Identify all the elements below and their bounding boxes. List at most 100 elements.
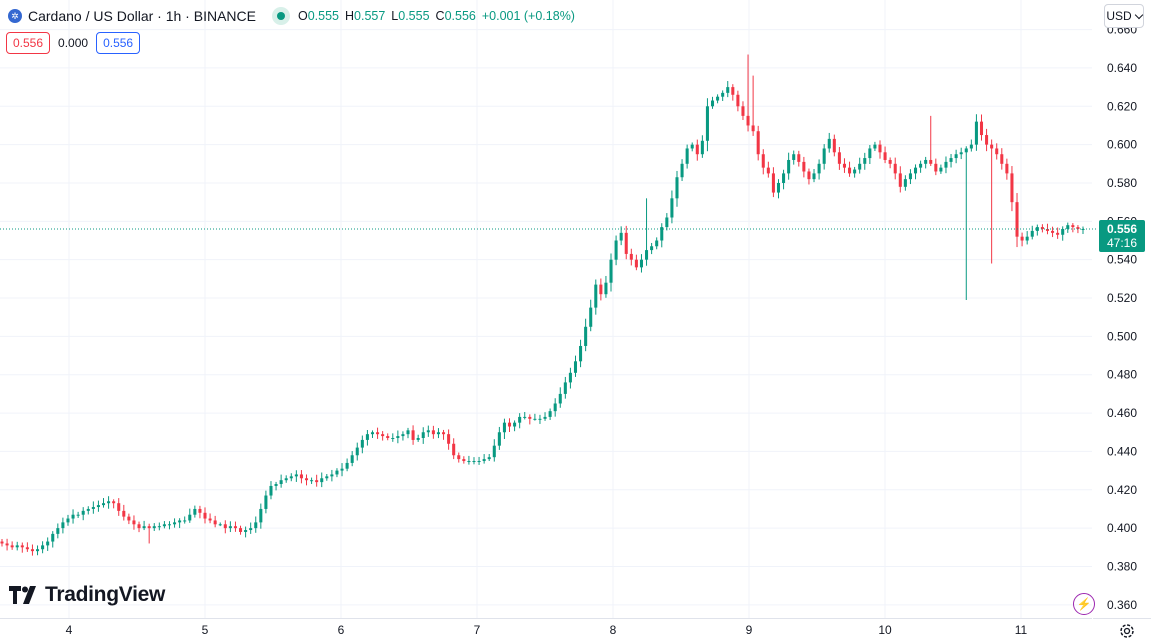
currency-label: USD (1106, 9, 1132, 23)
candle (513, 420, 517, 432)
candle (330, 469, 334, 482)
candle (766, 161, 770, 178)
buy-price-button[interactable]: 0.556 (96, 32, 141, 54)
candle (782, 169, 786, 190)
candle (66, 514, 70, 526)
candle (152, 523, 156, 531)
candle (1051, 226, 1055, 238)
candle (213, 515, 217, 528)
candle (1066, 222, 1070, 233)
candle (76, 511, 80, 518)
candle (645, 198, 649, 266)
candle (518, 413, 522, 429)
candle (913, 164, 918, 180)
market-open-status-icon (271, 7, 290, 25)
lightning-icon[interactable]: ⚡ (1073, 593, 1095, 615)
candle (259, 503, 263, 529)
candle (492, 439, 496, 462)
candle (614, 235, 618, 266)
candle (96, 500, 100, 512)
candle (497, 426, 501, 450)
candle (990, 139, 994, 264)
candle (848, 161, 852, 177)
candle (746, 54, 750, 132)
candle (254, 516, 258, 533)
x-day-label: 9 (746, 623, 753, 637)
candle (1000, 148, 1004, 170)
candle (680, 159, 684, 181)
candle (979, 114, 984, 141)
x-day-label: 6 (338, 623, 345, 637)
candle (51, 531, 55, 548)
candle (1030, 225, 1034, 240)
trade-price-row: 0.556 0.000 0.556 (6, 32, 141, 54)
candle (1005, 158, 1009, 180)
candle (878, 140, 882, 159)
y-tick-label: 0.600 (1107, 138, 1137, 152)
y-tick-label: 0.480 (1107, 368, 1137, 382)
candle (1015, 193, 1019, 248)
candle (797, 150, 801, 167)
candle (370, 430, 375, 438)
candle (883, 146, 887, 164)
candle (365, 429, 369, 446)
candle (568, 367, 572, 389)
candle (710, 96, 715, 109)
cardano-coin-icon: ✲ (8, 9, 22, 23)
candle (0, 539, 4, 547)
symbol-title[interactable]: Cardano / US Dollar · 1h · BINANCE (28, 8, 256, 24)
candle (137, 521, 141, 533)
candle (81, 507, 85, 521)
x-day-label: 4 (66, 623, 73, 637)
candle (787, 152, 791, 180)
currency-select[interactable]: USD (1104, 4, 1144, 28)
candle (863, 152, 867, 170)
sell-price-button[interactable]: 0.556 (6, 32, 51, 54)
candle (112, 499, 116, 509)
candle (173, 518, 177, 528)
candle (523, 412, 527, 420)
candle (315, 474, 319, 487)
candle (279, 474, 283, 488)
y-tick-label: 0.460 (1107, 406, 1137, 420)
candle (203, 507, 207, 524)
high-label: H (344, 9, 355, 23)
candle (974, 114, 978, 151)
candle (218, 522, 222, 527)
candle (5, 538, 9, 551)
open-label: O (297, 9, 308, 23)
candle (467, 455, 471, 465)
candle (832, 134, 836, 157)
candle (609, 253, 613, 292)
candle (908, 169, 912, 185)
candle (903, 175, 907, 191)
tradingview-logo[interactable]: TradingView (9, 583, 165, 607)
candle (386, 433, 390, 441)
candle (452, 438, 456, 460)
candle (563, 376, 567, 399)
candle (837, 146, 841, 170)
gear-icon[interactable] (1118, 622, 1136, 640)
candle (355, 442, 359, 461)
candle (477, 456, 481, 465)
candle (223, 520, 227, 534)
last-price-value: 0.556 (1106, 222, 1138, 236)
candle (599, 278, 603, 301)
candle (929, 115, 933, 167)
candle (61, 517, 65, 534)
candle (604, 275, 608, 298)
tradingview-logo-icon (9, 586, 36, 604)
candle (675, 170, 679, 207)
candle (776, 179, 781, 199)
candle (71, 509, 75, 524)
x-day-label: 8 (610, 623, 617, 637)
tradingview-wordmark: TradingView (45, 583, 166, 606)
candle (507, 418, 512, 432)
candle (528, 414, 532, 425)
candle (949, 153, 953, 168)
candle (660, 223, 664, 248)
candle (639, 254, 643, 273)
candle (807, 168, 811, 185)
candle (584, 318, 588, 352)
